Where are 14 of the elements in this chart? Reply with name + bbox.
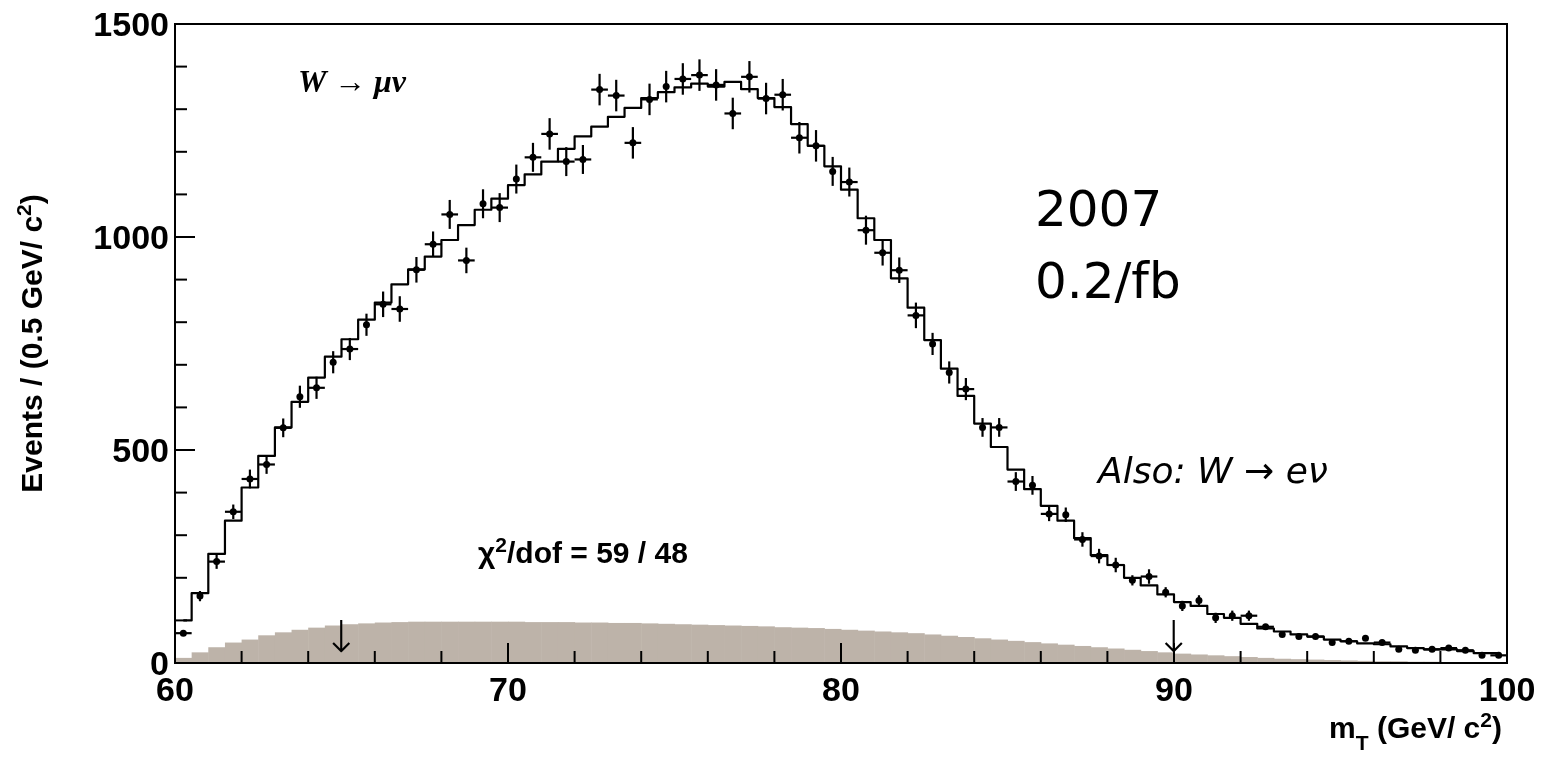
x-tick-label: 100	[1478, 670, 1536, 708]
y-tick-label: 1500	[93, 5, 169, 43]
annotation: 2007	[1035, 180, 1163, 238]
annotation: 0.2/fb	[1035, 252, 1181, 310]
annotation: χ$^{2}$/dof = 59 / 48	[478, 532, 688, 569]
annotation: ↓	[323, 611, 360, 663]
annotation: Also: W → eν	[1096, 450, 1328, 491]
x-tick-label: 70	[489, 670, 527, 708]
y-tick-label: 500	[112, 431, 169, 469]
y-tick-label: 1000	[93, 218, 169, 256]
x-tick-label: 80	[822, 670, 860, 708]
x-tick-label: 90	[1155, 670, 1193, 708]
annotation: W → μν	[298, 63, 407, 99]
x-axis-title: m$_{T}$ (GeV/ c$^{2}$)	[1329, 707, 1502, 754]
